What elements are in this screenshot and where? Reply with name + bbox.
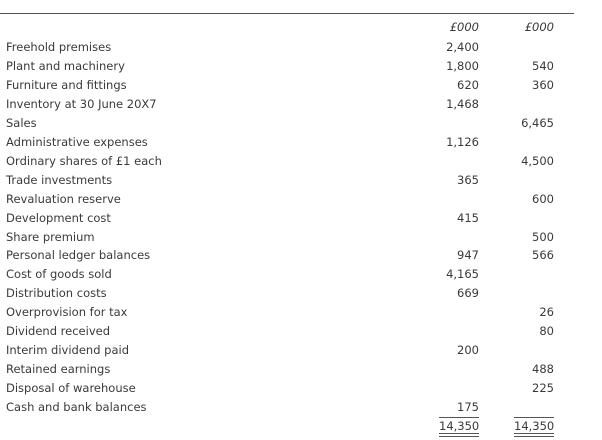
header-debit: £000	[449, 20, 479, 34]
row-label: Personal ledger balances	[6, 248, 151, 263]
table-row: Freehold premises 2,400	[6, 38, 566, 56]
row-label: Overprovision for tax	[6, 305, 128, 320]
total-debit: 14,350	[439, 417, 480, 433]
table-row: Share premium 500	[6, 228, 566, 246]
table-row: Cost of goods sold 4,165	[6, 265, 566, 283]
credit-value: 540	[532, 58, 554, 73]
table-row: Revaluation reserve 600	[6, 190, 566, 208]
table-row: Interim dividend paid 200	[6, 341, 566, 359]
row-label: Retained earnings	[6, 362, 111, 377]
credit-value: 4,500	[521, 153, 554, 168]
table-row: Ordinary shares of £1 each 4,500	[6, 152, 566, 170]
row-label: Distribution costs	[6, 286, 107, 301]
row-label: Interim dividend paid	[6, 343, 130, 358]
row-label: Cash and bank balances	[6, 400, 147, 415]
table-row: Trade investments 365	[6, 171, 566, 189]
row-label: Development cost	[6, 210, 111, 225]
row-label: Ordinary shares of £1 each	[6, 153, 162, 168]
table-row: Administrative expenses 1,126	[6, 133, 566, 151]
table-row: Retained earnings 488	[6, 360, 566, 378]
debit-value: 200	[457, 343, 479, 358]
debit-value: 415	[457, 210, 479, 225]
credit-value: 488	[532, 362, 554, 377]
credit-value: 500	[532, 229, 554, 244]
debit-value: 2,400	[446, 40, 479, 54]
row-label: Furniture and fittings	[6, 77, 127, 92]
row-label: Sales	[6, 115, 37, 130]
row-label: Dividend received	[6, 324, 110, 339]
row-label: Plant and machinery	[6, 58, 125, 73]
credit-value: 600	[532, 191, 554, 206]
row-label: Disposal of warehouse	[6, 381, 136, 396]
credit-value: 566	[532, 248, 554, 263]
table-row: Disposal of warehouse 225	[6, 379, 566, 397]
credit-value: 6,465	[521, 115, 554, 130]
table-row: Dividend received 80	[6, 322, 566, 340]
double-underline	[439, 433, 479, 437]
total-credit: 14,350	[514, 417, 555, 433]
credit-value: 80	[539, 324, 554, 339]
credit-value: 225	[532, 381, 554, 396]
double-underline	[514, 433, 554, 437]
table-row: Personal ledger balances 947 566	[6, 246, 566, 264]
row-label: Revaluation reserve	[6, 191, 121, 206]
row-label: Inventory at 30 June 20X7	[6, 96, 157, 111]
debit-value: 4,165	[446, 267, 479, 282]
table-row: Plant and machinery 1,800 540	[6, 57, 566, 75]
debit-value: 1,468	[446, 96, 479, 111]
table-row: Inventory at 30 June 20X7 1,468	[6, 95, 566, 113]
top-rule	[0, 13, 574, 14]
debit-value: 175	[457, 400, 479, 415]
table-row: Furniture and fittings 620 360	[6, 76, 566, 94]
table-row: Overprovision for tax 26	[6, 303, 566, 321]
debit-value: 947	[457, 248, 479, 263]
row-label: Administrative expenses	[6, 134, 148, 149]
table-row: Cash and bank balances 175	[6, 398, 566, 416]
debit-value: 1,800	[446, 58, 479, 73]
table-row: Sales 6,465	[6, 114, 566, 132]
row-label: Cost of goods sold	[6, 267, 112, 282]
row-label: Share premium	[6, 229, 95, 244]
header-credit: £000	[524, 20, 554, 34]
row-label: Freehold premises	[6, 40, 112, 54]
debit-value: 620	[457, 77, 479, 92]
credit-value: 360	[532, 77, 554, 92]
row-label: Trade investments	[6, 172, 113, 187]
debit-value: 365	[457, 172, 479, 187]
debit-value: 1,126	[446, 134, 479, 149]
table-row: Development cost 415	[6, 209, 566, 227]
debit-value: 669	[457, 286, 479, 301]
credit-value: 26	[539, 305, 554, 320]
table-row: Distribution costs 669	[6, 284, 566, 302]
